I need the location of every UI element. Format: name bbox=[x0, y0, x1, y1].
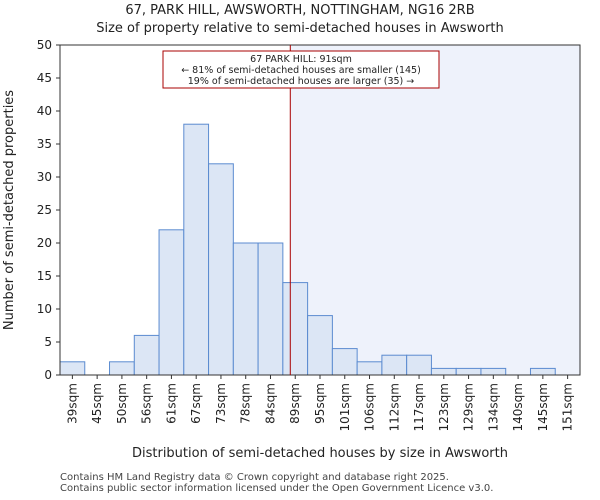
x-tick-label-39sqm: 39sqm bbox=[65, 383, 79, 424]
x-tick-label-101sqm: 101sqm bbox=[338, 383, 352, 431]
bar-50sqm bbox=[109, 361, 135, 376]
plot-frame bbox=[59, 44, 581, 376]
bar-134sqm bbox=[480, 367, 507, 376]
x-tick-label-45sqm: 45sqm bbox=[90, 383, 104, 424]
x-tick-label-134sqm: 134sqm bbox=[486, 383, 500, 431]
chart-title: 67, PARK HILL, AWSWORTH, NOTTINGHAM, NG1… bbox=[125, 3, 475, 18]
chart-title-block: 67, PARK HILL, AWSWORTH, NOTTINGHAM, NG1… bbox=[0, 2, 600, 38]
x-tick-label-123sqm: 123sqm bbox=[437, 383, 451, 431]
bar-129sqm bbox=[455, 367, 482, 376]
bar-67sqm bbox=[183, 123, 210, 376]
y-tick-label-35: 35 bbox=[37, 137, 52, 151]
x-tick-label-140sqm: 140sqm bbox=[511, 383, 525, 431]
annotation-line-2: ← 81% of semi-detached houses are smalle… bbox=[181, 65, 421, 76]
x-tick-label-78sqm: 78sqm bbox=[239, 383, 253, 424]
annotation-line-1: 67 PARK HILL: 91sqm bbox=[250, 54, 352, 65]
bar-56sqm bbox=[133, 334, 160, 376]
x-tick-label-67sqm: 67sqm bbox=[189, 383, 203, 424]
y-tick-label-25: 25 bbox=[37, 203, 52, 217]
annotation-box bbox=[162, 50, 440, 89]
footer-line-1: Contains HM Land Registry data © Crown c… bbox=[60, 472, 449, 483]
x-tick-label-89sqm: 89sqm bbox=[288, 383, 302, 424]
x-tick-label-50sqm: 50sqm bbox=[115, 383, 129, 424]
x-tick-label-106sqm: 106sqm bbox=[363, 383, 377, 431]
y-tick-label-0: 0 bbox=[44, 368, 52, 382]
bar-112sqm bbox=[381, 354, 408, 376]
footer-line-2: Contains public sector information licen… bbox=[60, 483, 494, 494]
y-axis-title: Number of semi-detached properties bbox=[2, 90, 17, 330]
x-tick-label-151sqm: 151sqm bbox=[561, 383, 575, 431]
bar-61sqm bbox=[158, 229, 185, 376]
x-axis: 39sqm 45sqm 50sqm 56sqm 61sqm 67sqm 73sqm 78sqm… bbox=[65, 375, 575, 431]
x-tick-label-112sqm: 112sqm bbox=[387, 383, 401, 431]
bar-101sqm bbox=[331, 348, 358, 376]
bar-123sqm bbox=[430, 367, 457, 376]
x-tick-label-95sqm: 95sqm bbox=[313, 383, 327, 424]
bar-106sqm bbox=[356, 361, 383, 376]
y-tick-label-20: 20 bbox=[37, 236, 52, 250]
y-tick-label-45: 45 bbox=[37, 71, 52, 85]
attribution-footer: Contains HM Land Registry data © Crown c… bbox=[60, 472, 493, 494]
bar-145sqm bbox=[529, 367, 556, 376]
x-tick-label-61sqm: 61sqm bbox=[164, 383, 178, 424]
x-tick-label-84sqm: 84sqm bbox=[263, 383, 277, 424]
x-tick-label-129sqm: 129sqm bbox=[462, 383, 476, 431]
y-axis: 0 5 10 15 20 25 30 35 40 45 50 bbox=[37, 38, 60, 382]
x-axis-title: Distribution of semi-detached houses by … bbox=[132, 446, 508, 461]
bar-39sqm bbox=[59, 361, 86, 376]
x-tick-label-145sqm: 145sqm bbox=[536, 383, 550, 431]
annotation-line-3: 19% of semi-detached houses are larger (… bbox=[188, 76, 415, 87]
property-annotation: 67 PARK HILL: 91sqm ← 81% of semi-detach… bbox=[162, 50, 440, 89]
x-tick-label-117sqm: 117sqm bbox=[412, 383, 426, 431]
chart-subtitle: Size of property relative to semi-detach… bbox=[96, 21, 504, 36]
histogram-bars bbox=[59, 123, 556, 376]
y-tick-label-15: 15 bbox=[37, 269, 52, 283]
bar-117sqm bbox=[406, 354, 432, 376]
y-tick-label-50: 50 bbox=[37, 38, 52, 52]
bar-78sqm bbox=[232, 242, 259, 376]
bar-89sqm bbox=[282, 282, 309, 376]
y-tick-label-30: 30 bbox=[37, 170, 52, 184]
x-tick-label-73sqm: 73sqm bbox=[214, 383, 228, 424]
bar-95sqm bbox=[307, 315, 333, 376]
bar-84sqm bbox=[257, 242, 284, 376]
bar-73sqm bbox=[208, 163, 234, 376]
larger-properties-region bbox=[290, 45, 580, 375]
y-tick-label-5: 5 bbox=[44, 335, 52, 349]
x-tick-label-56sqm: 56sqm bbox=[140, 383, 154, 424]
y-tick-label-10: 10 bbox=[37, 302, 52, 316]
y-tick-label-40: 40 bbox=[37, 104, 52, 118]
